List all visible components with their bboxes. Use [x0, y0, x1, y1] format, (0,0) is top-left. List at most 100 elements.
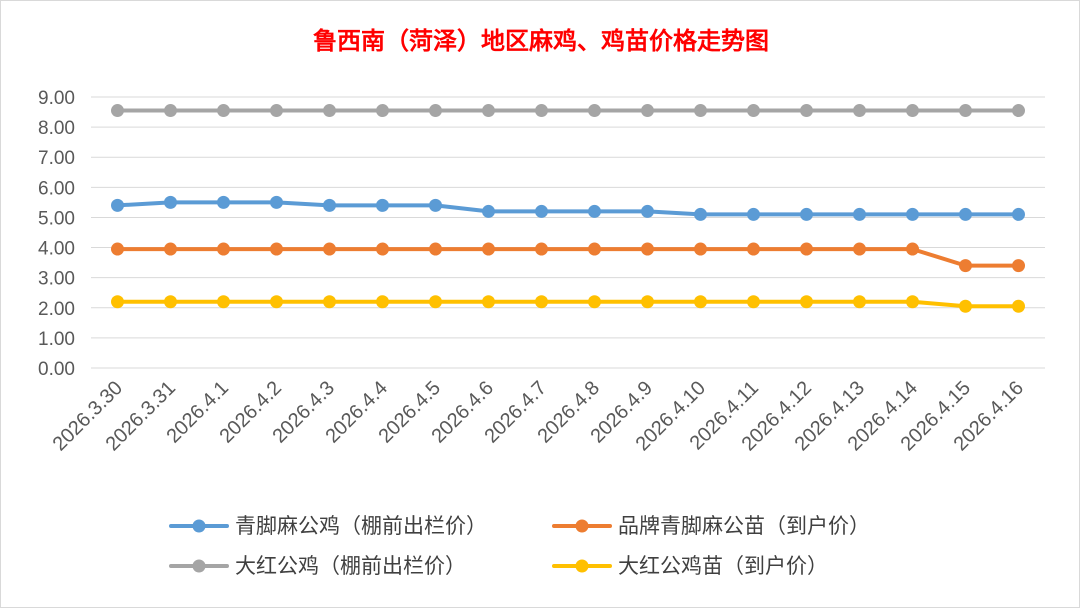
chart-title: 鲁西南（菏泽）地区麻鸡、鸡苗价格走势图	[313, 26, 769, 55]
data-point	[588, 204, 601, 218]
data-point	[641, 295, 654, 309]
y-tick-label: 7.00	[38, 148, 75, 169]
data-point	[376, 242, 389, 256]
legend-marker	[575, 559, 589, 573]
data-point	[588, 242, 601, 256]
data-point	[853, 295, 866, 309]
y-tick-label: 0.00	[38, 359, 75, 380]
y-tick-label: 4.00	[38, 239, 75, 260]
data-point	[429, 104, 442, 118]
data-point	[164, 104, 177, 118]
data-point	[747, 295, 760, 309]
data-point	[694, 104, 707, 118]
data-point	[906, 242, 919, 256]
series-0	[111, 195, 1025, 221]
data-point	[111, 198, 124, 212]
data-point	[270, 195, 283, 209]
legend-marker	[192, 559, 206, 573]
y-tick-label: 3.00	[38, 269, 75, 290]
data-point	[800, 295, 813, 309]
legend-marker	[575, 519, 589, 533]
series-line	[115, 247, 1021, 268]
legend-marker	[192, 519, 206, 533]
data-point	[535, 104, 548, 118]
legend-item: 大红公鸡（棚前出栏价）	[169, 554, 466, 578]
data-point	[376, 104, 389, 118]
legend-label: 青脚麻公鸡（棚前出栏价）	[235, 514, 487, 538]
data-point	[588, 104, 601, 118]
series-1	[111, 242, 1025, 273]
data-point	[217, 104, 230, 118]
data-point	[906, 295, 919, 309]
y-tick-label: 6.00	[38, 178, 75, 199]
data-point	[641, 242, 654, 256]
data-point	[270, 242, 283, 256]
gridlines	[91, 96, 1045, 369]
data-point	[270, 295, 283, 309]
data-point	[1012, 299, 1025, 313]
data-point	[800, 242, 813, 256]
data-point	[164, 242, 177, 256]
data-point	[323, 104, 336, 118]
data-point	[323, 242, 336, 256]
legend-label: 大红公鸡（棚前出栏价）	[235, 554, 466, 578]
data-point	[959, 259, 972, 273]
legend-item: 青脚麻公鸡（棚前出栏价）	[169, 514, 487, 538]
data-point	[535, 242, 548, 256]
legend-label: 大红公鸡苗（到户价）	[618, 554, 828, 578]
data-point	[694, 207, 707, 221]
data-point	[1012, 104, 1025, 118]
data-point	[270, 104, 283, 118]
legend-item: 品牌青脚麻公苗（到户价）	[552, 514, 870, 538]
data-point	[959, 207, 972, 221]
data-point	[800, 207, 813, 221]
data-point	[853, 207, 866, 221]
y-tick-label: 9.00	[38, 88, 75, 109]
data-point	[535, 204, 548, 218]
data-point	[482, 295, 495, 309]
series-3	[111, 295, 1025, 313]
data-point	[217, 242, 230, 256]
data-point	[641, 104, 654, 118]
data-point	[906, 207, 919, 221]
series-line	[115, 200, 1021, 217]
data-point	[747, 207, 760, 221]
data-point	[694, 295, 707, 309]
data-point	[429, 242, 442, 256]
series-2	[111, 104, 1025, 118]
data-point	[641, 204, 654, 218]
y-tick-label: 5.00	[38, 208, 75, 229]
data-point	[111, 295, 124, 309]
data-point	[429, 198, 442, 212]
data-point	[747, 242, 760, 256]
y-tick-label: 2.00	[38, 299, 75, 320]
legend-label: 品牌青脚麻公苗（到户价）	[618, 514, 870, 538]
data-point	[376, 198, 389, 212]
data-point	[1012, 207, 1025, 221]
data-point	[376, 295, 389, 309]
data-point	[1012, 259, 1025, 273]
data-point	[959, 104, 972, 118]
x-axis-ticks: 2026.3.302026.3.312026.4.12026.4.22026.4…	[49, 377, 1028, 455]
data-point	[800, 104, 813, 118]
data-point	[164, 295, 177, 309]
series-lines	[111, 104, 1025, 313]
data-point	[535, 295, 548, 309]
y-axis-ticks: 0.00 1.00 2.00 3.00 4.00 5.00 6.00 7.00 8.00 9.00	[38, 88, 75, 380]
data-point	[853, 104, 866, 118]
data-point	[111, 104, 124, 118]
data-point	[588, 295, 601, 309]
data-point	[482, 104, 495, 118]
series-line	[115, 299, 1021, 309]
data-point	[323, 295, 336, 309]
data-point	[323, 198, 336, 212]
data-point	[482, 242, 495, 256]
y-tick-label: 8.00	[38, 118, 75, 139]
data-point	[482, 204, 495, 218]
data-point	[217, 195, 230, 209]
data-point	[164, 195, 177, 209]
legend: 青脚麻公鸡（棚前出栏价） 品牌青脚麻公苗（到户价） 大红公鸡（棚前出栏价） 大红公鸡苗…	[169, 514, 870, 578]
legend-item: 大红公鸡苗（到户价）	[552, 554, 828, 578]
